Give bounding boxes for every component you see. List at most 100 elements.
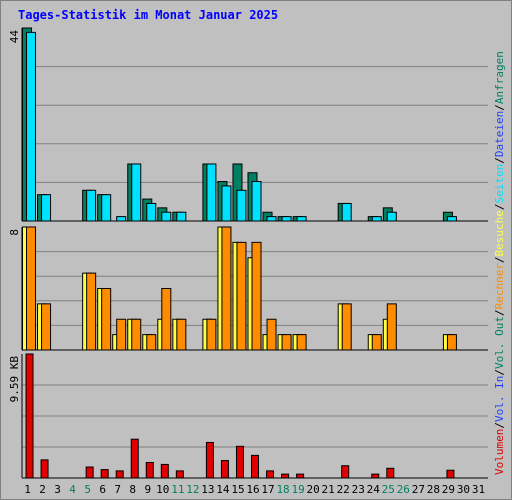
bar-besuche-day-8 <box>131 318 142 351</box>
x-tick-label: 21 <box>322 483 335 496</box>
bar-besuche-day-9 <box>146 334 157 351</box>
legend-item: Volumen <box>493 429 506 475</box>
chart-title: Tages-Statistik im Monat Januar 2025 <box>18 8 278 22</box>
bar-besuche-day-11 <box>176 318 187 351</box>
legend-separator: / <box>493 104 506 111</box>
x-tick-label: 28 <box>427 483 440 496</box>
bar-volumen-day-13 <box>205 441 214 479</box>
x-tick-label: 13 <box>201 483 214 496</box>
x-tick-label: 31 <box>472 483 485 496</box>
x-tick-label: 20 <box>307 483 320 496</box>
x-tick-label: 27 <box>412 483 425 496</box>
bar-volumen-day-25 <box>386 467 395 479</box>
bar-volumen-day-17 <box>266 470 275 479</box>
bar-volumen-day-9 <box>145 461 154 479</box>
x-tick-label: 6 <box>99 483 106 496</box>
bar-volumen-day-14 <box>220 460 229 479</box>
bar-dateien-day-11 <box>176 211 187 222</box>
bar-besuche-day-24 <box>371 334 382 351</box>
bar-volumen-day-8 <box>130 438 139 479</box>
x-tick-label: 24 <box>367 483 381 496</box>
bar-dateien-day-17 <box>266 216 277 222</box>
x-tick-label: 1 <box>24 483 31 496</box>
legend-separator: / <box>493 369 506 376</box>
legend-item: Vol. In <box>493 376 506 422</box>
bar-volumen-day-19 <box>296 473 305 479</box>
bar-besuche-day-15 <box>236 241 247 351</box>
bar-volumen-day-10 <box>160 463 169 479</box>
x-tick-label: 29 <box>442 483 455 496</box>
x-tick-label: 26 <box>397 483 410 496</box>
bar-besuche-day-29 <box>446 334 457 351</box>
x-tick-label: 14 <box>216 483 230 496</box>
x-tick-label: 5 <box>84 483 91 496</box>
chart-panel-2: 8 <box>8 226 488 351</box>
bar-volumen-day-5 <box>85 466 94 479</box>
right-legend: Volumen/Vol. In/Vol. Out/Rechner/Besuche… <box>493 51 506 475</box>
legend-separator: / <box>493 422 506 429</box>
bar-volumen-day-7 <box>115 470 124 479</box>
x-tick-label: 19 <box>291 483 304 496</box>
bar-dateien-day-13 <box>206 163 217 222</box>
bar-besuche-day-5 <box>86 272 97 351</box>
bar-volumen-day-18 <box>281 473 290 479</box>
x-tick-label: 7 <box>114 483 121 496</box>
legend-separator: / <box>493 157 506 164</box>
x-tick-label: 10 <box>156 483 169 496</box>
bar-volumen-day-11 <box>175 470 184 479</box>
bar-dateien-day-8 <box>131 163 142 222</box>
x-tick-label: 15 <box>231 483 244 496</box>
legend-item: Dateien <box>493 111 506 157</box>
x-tick-label: 25 <box>382 483 395 496</box>
bar-volumen-day-29 <box>446 469 455 479</box>
bar-volumen-day-6 <box>100 469 109 479</box>
bar-besuche-day-17 <box>266 318 277 351</box>
bar-volumen-day-2 <box>40 459 49 479</box>
bar-dateien-day-9 <box>146 202 157 222</box>
bar-dateien-day-19 <box>296 216 307 222</box>
bar-dateien-day-15 <box>236 189 247 222</box>
chart-panel-1: 44 <box>8 27 488 222</box>
bar-volumen-day-16 <box>251 454 259 479</box>
y-max-label: 44 <box>8 30 21 44</box>
legend-item: Seiten <box>493 164 506 204</box>
bar-dateien-day-6 <box>101 194 112 222</box>
bar-besuche-day-2 <box>41 303 52 351</box>
bar-dateien-day-24 <box>371 216 382 222</box>
bar-volumen-day-22 <box>341 465 350 479</box>
bar-dateien-day-10 <box>161 211 172 222</box>
bar-dateien-day-14 <box>221 185 232 222</box>
x-tick-label: 9 <box>144 483 151 496</box>
bar-besuche-day-19 <box>296 334 307 351</box>
legend-item: Besuche <box>493 210 506 256</box>
bar-dateien-day-25 <box>386 211 397 222</box>
y-max-label: 9.59 KB <box>8 356 21 403</box>
legend-item: Vol. Out <box>493 316 506 369</box>
bar-dateien-day-1 <box>26 31 37 222</box>
x-tick-label: 23 <box>352 483 365 496</box>
chart-panel-3: 9.59 KB <box>8 353 488 479</box>
bar-besuche-day-18 <box>281 334 292 351</box>
bar-dateien-day-5 <box>86 189 97 222</box>
bar-dateien-day-22 <box>341 202 352 222</box>
x-tick-label: 16 <box>246 483 259 496</box>
y-max-label: 8 <box>8 229 21 236</box>
bar-besuche-day-10 <box>161 288 172 351</box>
x-tick-label: 8 <box>129 483 136 496</box>
bar-besuche-day-16 <box>251 241 262 351</box>
x-tick-label: 2 <box>39 483 46 496</box>
x-tick-label: 30 <box>457 483 470 496</box>
bar-dateien-day-2 <box>41 194 52 222</box>
bar-besuche-day-6 <box>101 288 112 351</box>
bar-besuche-day-25 <box>386 303 397 351</box>
x-tick-label: 3 <box>54 483 61 496</box>
x-tick-label: 22 <box>337 483 350 496</box>
legend-separator: / <box>493 203 506 210</box>
bar-volumen-day-15 <box>235 445 244 479</box>
bar-dateien-day-29 <box>446 216 457 222</box>
bar-volumen-day-1 <box>25 353 34 479</box>
bar-besuche-day-1 <box>26 226 37 351</box>
x-tick-label: 17 <box>261 483 274 496</box>
x-tick-label: 4 <box>69 483 76 496</box>
